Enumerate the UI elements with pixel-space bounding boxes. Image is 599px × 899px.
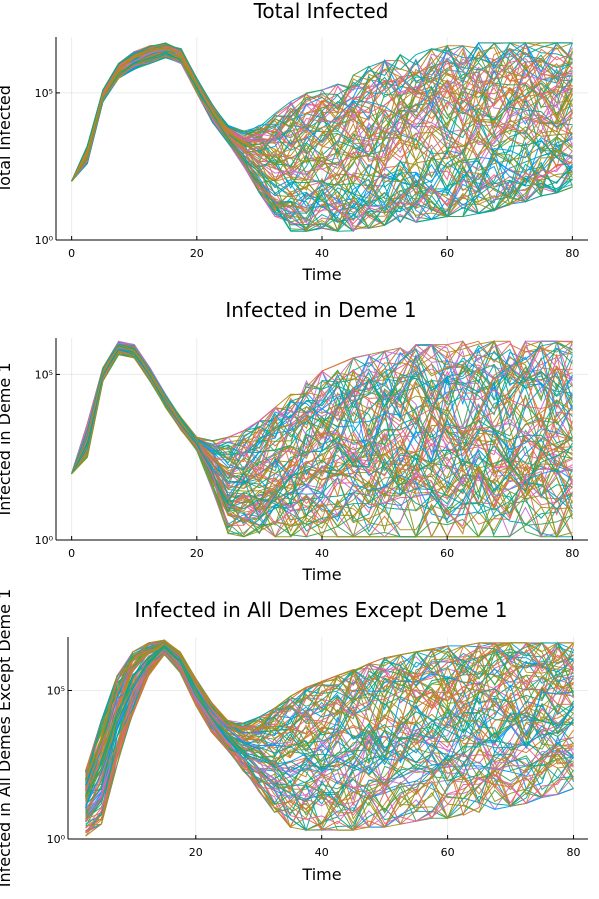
series-line <box>85 639 574 783</box>
y-tick-label: 10⁵ <box>35 87 53 100</box>
x-axis-label: Time <box>301 565 341 584</box>
x-tick-label: 20 <box>189 846 203 859</box>
series-line <box>71 51 573 183</box>
series-line <box>71 343 573 482</box>
chart-infected-except-deme-1: Infected in All Demes Except Deme 1 Infe… <box>0 589 588 887</box>
series-group <box>85 639 574 837</box>
y-axis-label: Total Infected <box>0 85 14 194</box>
chart-title: Infected in All Demes Except Deme 1 <box>134 598 507 622</box>
chart-title: Total Infected <box>253 0 389 23</box>
x-tick-label: 80 <box>567 846 581 859</box>
x-axis-label: Time <box>301 265 341 284</box>
chart-infected-deme-1: Infected in Deme 1 Infected in Deme 1 Ti… <box>0 298 588 584</box>
y-tick-label: 10⁰ <box>47 833 66 846</box>
series-line <box>71 42 573 182</box>
x-tick-label: 60 <box>440 247 454 260</box>
x-tick-label: 80 <box>565 247 579 260</box>
chart-total-infected: Total Infected Total Infected Time 0 20 40… <box>0 0 588 284</box>
series-line <box>85 652 574 833</box>
x-tick-label: 20 <box>190 547 204 560</box>
x-tick-label: 0 <box>68 547 75 560</box>
series-line <box>71 48 573 186</box>
series-line <box>71 48 573 182</box>
series-line <box>71 346 573 489</box>
series-line <box>71 350 573 527</box>
series-line <box>71 42 573 182</box>
y-tick-label: 10⁵ <box>35 368 53 381</box>
ticks: 0 20 40 60 80 10⁰ 10⁵ <box>35 368 580 560</box>
x-tick-label: 60 <box>440 547 454 560</box>
y-axis-label: Infected in Deme 1 <box>0 362 14 515</box>
series-line <box>85 653 574 831</box>
x-tick-label: 40 <box>315 547 329 560</box>
x-axis-label: Time <box>301 865 341 884</box>
x-tick-label: 60 <box>441 846 455 859</box>
ticks: 0 20 40 60 80 10⁰ 10⁵ <box>35 87 580 260</box>
series-line <box>71 51 573 209</box>
x-tick-label: 40 <box>315 846 329 859</box>
series-group <box>71 339 573 539</box>
series-line <box>85 641 574 781</box>
x-tick-label: 40 <box>315 247 329 260</box>
chart-title: Infected in Deme 1 <box>225 298 416 322</box>
series-line <box>85 641 574 776</box>
series-line <box>71 348 573 521</box>
series-line <box>85 647 574 820</box>
series-line <box>85 649 574 807</box>
series-group <box>71 41 573 233</box>
x-tick-label: 20 <box>190 247 204 260</box>
series-line <box>71 50 573 222</box>
y-tick-label: 10⁰ <box>35 234 54 247</box>
x-tick-label: 0 <box>68 247 75 260</box>
y-tick-label: 10⁰ <box>35 534 54 547</box>
series-line <box>71 45 573 182</box>
series-line <box>71 55 573 232</box>
series-line <box>71 350 573 539</box>
series-line <box>85 645 574 798</box>
series-line <box>71 46 573 182</box>
series-line <box>71 340 573 474</box>
series-line <box>85 643 574 787</box>
series-line <box>85 646 574 805</box>
ticks: 20 40 60 80 10⁰ 10⁵ <box>47 684 581 859</box>
x-tick-label: 80 <box>565 547 579 560</box>
series-line <box>71 343 573 474</box>
series-line <box>85 639 574 772</box>
series-line <box>71 54 573 211</box>
series-line <box>71 54 573 233</box>
y-tick-label: 10⁵ <box>47 684 65 697</box>
series-line <box>85 649 574 820</box>
y-axis-label: Infected in All Demes Except Deme 1 <box>0 589 14 887</box>
